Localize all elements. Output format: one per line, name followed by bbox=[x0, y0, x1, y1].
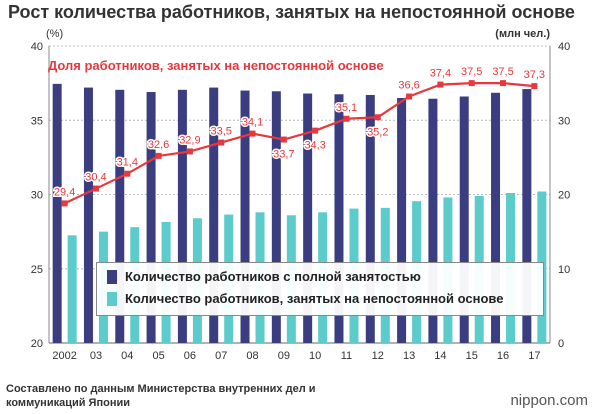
line-point bbox=[249, 130, 256, 137]
line-point bbox=[155, 152, 162, 159]
line-point bbox=[374, 114, 381, 121]
x-tick-label: 10 bbox=[309, 350, 321, 362]
x-tick-label: 09 bbox=[278, 350, 290, 362]
x-tick-label: 03 bbox=[90, 350, 102, 362]
bar-fulltime bbox=[334, 94, 344, 343]
bar-fulltime bbox=[146, 92, 156, 343]
bar-fulltime bbox=[522, 89, 532, 343]
legend-swatch-parttime bbox=[107, 291, 117, 306]
data-label: 29,4 bbox=[54, 186, 75, 198]
line-point bbox=[312, 127, 319, 134]
line-point bbox=[124, 170, 131, 177]
right-tick-label: 30 bbox=[558, 115, 570, 127]
x-tick-label: 17 bbox=[528, 350, 540, 362]
x-tick-label: 15 bbox=[466, 350, 478, 362]
line-point bbox=[92, 185, 99, 192]
data-label: 35,1 bbox=[336, 102, 357, 114]
x-tick-label: 04 bbox=[121, 350, 133, 362]
data-label: 37,5 bbox=[461, 66, 482, 78]
x-tick-label: 05 bbox=[152, 350, 164, 362]
data-label: 34,3 bbox=[304, 140, 325, 152]
left-tick-label: 25 bbox=[31, 264, 43, 276]
data-label: 35,2 bbox=[367, 126, 388, 138]
x-tick-label: 11 bbox=[341, 350, 352, 362]
left-axis-unit: (%) bbox=[46, 28, 64, 40]
x-tick-label: 2002 bbox=[52, 350, 76, 362]
data-label: 34,1 bbox=[242, 117, 263, 129]
data-label: 37,4 bbox=[430, 68, 451, 80]
x-tick-label: 13 bbox=[403, 350, 415, 362]
x-tick-label: 08 bbox=[246, 350, 258, 362]
line-series bbox=[64, 82, 535, 205]
data-label: 30,4 bbox=[85, 172, 106, 184]
right-tick-label: 0 bbox=[558, 338, 564, 350]
x-tick-label: 16 bbox=[497, 350, 509, 362]
bar-parttime bbox=[67, 235, 77, 343]
right-axis-unit: (млн чел.) bbox=[495, 28, 550, 40]
bar-fulltime bbox=[397, 97, 407, 343]
data-label: 31,4 bbox=[117, 157, 138, 169]
line-point bbox=[61, 200, 68, 207]
data-label: 32,6 bbox=[148, 139, 169, 151]
chart-title: Рост количества работников, занятых на н… bbox=[8, 2, 575, 22]
legend-item-parttime: Количество работников, занятых на непост… bbox=[107, 291, 503, 306]
line-point bbox=[343, 115, 350, 122]
right-tick-label: 40 bbox=[558, 41, 570, 53]
legend-swatch-fulltime bbox=[107, 269, 117, 284]
source-line-2: коммуникаций Японии bbox=[6, 397, 130, 409]
line-point bbox=[186, 148, 193, 155]
left-tick-label: 20 bbox=[31, 338, 43, 350]
legend-item-fulltime: Количество работников с полной занятость… bbox=[107, 269, 421, 284]
bar-fulltime bbox=[240, 90, 250, 343]
legend-label-parttime: Количество работников, занятых на непост… bbox=[125, 291, 504, 306]
bar-fulltime bbox=[303, 93, 313, 344]
bar-fulltime bbox=[428, 98, 438, 343]
bar-fulltime bbox=[365, 95, 375, 343]
brand-logo: nippon.com bbox=[510, 392, 588, 409]
x-tick-label: 12 bbox=[372, 350, 384, 362]
right-tick-label: 10 bbox=[558, 264, 570, 276]
bar-fulltime bbox=[459, 96, 469, 344]
line-point bbox=[280, 136, 287, 143]
line-point bbox=[437, 81, 444, 88]
x-tick-label: 14 bbox=[434, 350, 446, 362]
line-point bbox=[468, 80, 475, 87]
bar-fulltime bbox=[83, 87, 93, 343]
legend-label-fulltime: Количество работников с полной занятость… bbox=[125, 269, 421, 284]
line-series-label: Доля работников, занятых на непостоянной… bbox=[48, 58, 384, 73]
data-label: 32,9 bbox=[179, 134, 200, 146]
data-label: 37,5 bbox=[492, 66, 513, 78]
bar-fulltime bbox=[177, 89, 187, 344]
line-point bbox=[531, 83, 538, 90]
x-tick-label: 07 bbox=[215, 350, 227, 362]
bar-fulltime bbox=[209, 87, 219, 343]
data-label: 37,3 bbox=[524, 69, 545, 81]
bar-fulltime bbox=[52, 83, 62, 344]
source-note: Составлено по данным Министерства внутре… bbox=[6, 382, 386, 410]
line-point bbox=[406, 93, 413, 100]
data-label: 36,6 bbox=[398, 79, 419, 91]
bar-fulltime bbox=[271, 91, 281, 343]
data-label: 33,5 bbox=[211, 126, 232, 138]
source-line-1: Составлено по данным Министерства внутре… bbox=[6, 383, 316, 395]
x-tick-label: 06 bbox=[184, 350, 196, 362]
right-tick-label: 20 bbox=[558, 190, 570, 202]
legend: Количество работников с полной занятость… bbox=[96, 262, 544, 316]
data-label: 33,7 bbox=[273, 149, 294, 161]
bar-fulltime bbox=[491, 92, 501, 343]
left-tick-label: 30 bbox=[31, 190, 43, 202]
line-point bbox=[500, 80, 507, 87]
line-point bbox=[218, 139, 225, 146]
left-tick-label: 35 bbox=[31, 115, 43, 127]
left-tick-label: 40 bbox=[31, 41, 43, 53]
bar-fulltime bbox=[115, 89, 125, 344]
